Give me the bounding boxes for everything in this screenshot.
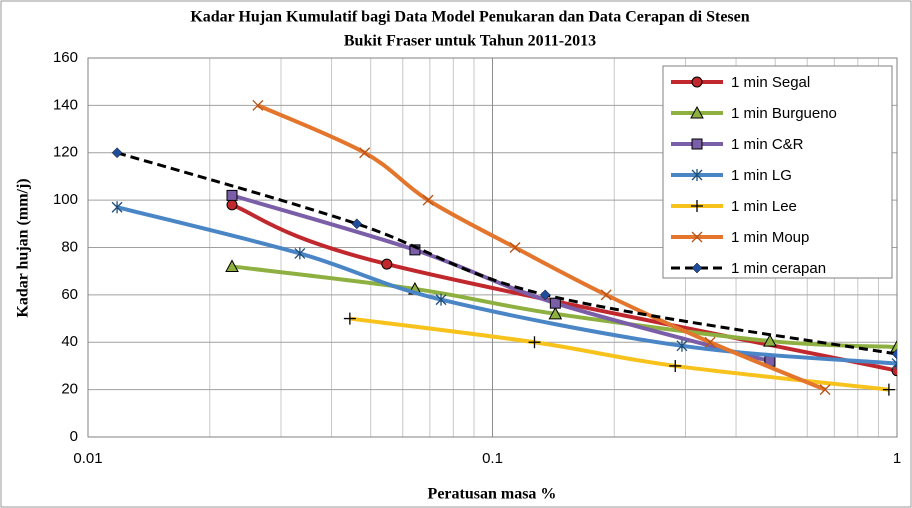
marker	[669, 359, 682, 372]
series-line	[116, 151, 897, 356]
marker	[294, 247, 306, 260]
marker	[111, 147, 123, 159]
marker	[435, 293, 447, 306]
legend-label: 1 min Segal	[731, 74, 810, 91]
series-layer	[111, 99, 897, 396]
marker	[381, 258, 393, 270]
marker	[600, 289, 612, 301]
marker	[882, 383, 895, 396]
marker	[704, 336, 716, 348]
marker	[226, 199, 238, 211]
marker	[539, 289, 551, 301]
legend-marker	[691, 76, 703, 88]
legend-marker	[690, 105, 704, 119]
legend-label: 1 min Burgueno	[731, 105, 837, 122]
chart-subtitle: Bukit Fraser untuk Tahun 2011-2013	[344, 33, 596, 50]
marker	[409, 244, 421, 256]
legend-marker	[691, 169, 703, 181]
marker	[509, 242, 521, 253]
legend-marker	[691, 231, 703, 243]
y-tick-label: 100	[53, 191, 78, 208]
x-tick-label: 0.01	[73, 450, 102, 467]
marker	[351, 218, 363, 230]
legend-box	[662, 65, 893, 279]
marker	[252, 99, 264, 111]
marker	[891, 357, 897, 370]
y-tick-label: 80	[61, 238, 78, 255]
series-line	[116, 205, 897, 366]
marker	[226, 189, 238, 201]
marker	[891, 348, 897, 360]
marker	[763, 334, 777, 347]
marker	[548, 306, 563, 320]
y-tick-label: 0	[70, 428, 78, 445]
legend-label: 1 min Lee	[731, 198, 797, 215]
x-tick-label: 1	[893, 450, 901, 467]
y-tick-label: 20	[61, 381, 78, 398]
marker	[549, 297, 561, 309]
legend-marker	[691, 262, 703, 274]
y-tick-label: 40	[61, 333, 78, 350]
marker	[111, 201, 123, 214]
marker	[422, 194, 434, 206]
legend-marker	[691, 200, 703, 212]
marker	[343, 312, 356, 325]
y-tick-label: 60	[61, 286, 78, 303]
marker	[890, 339, 897, 353]
y-tick-label: 120	[53, 144, 78, 161]
marker	[819, 384, 831, 396]
y-tick-label: 140	[53, 96, 78, 113]
legend-label: 1 min Moup	[731, 229, 809, 246]
marker	[225, 259, 239, 272]
y-axis-label: Kadar hujan (mm/j)	[15, 178, 32, 317]
legend-label: 1 min LG	[731, 167, 792, 184]
series-line	[231, 202, 897, 373]
marker	[359, 147, 371, 159]
x-axis-label: Peratusan masa %	[428, 486, 557, 503]
legend-label: 1 min cerapan	[731, 260, 826, 277]
x-tick-label: 0.1	[482, 450, 503, 467]
chart-title: Kadar Hujan Kumulatif bagi Data Model Pe…	[190, 9, 749, 26]
marker	[676, 339, 688, 352]
legend-label: 1 min C&R	[731, 136, 804, 153]
legend-marker	[691, 138, 703, 150]
plot-area	[87, 57, 898, 438]
y-tick-label: 160	[53, 49, 78, 66]
marker	[528, 336, 541, 349]
